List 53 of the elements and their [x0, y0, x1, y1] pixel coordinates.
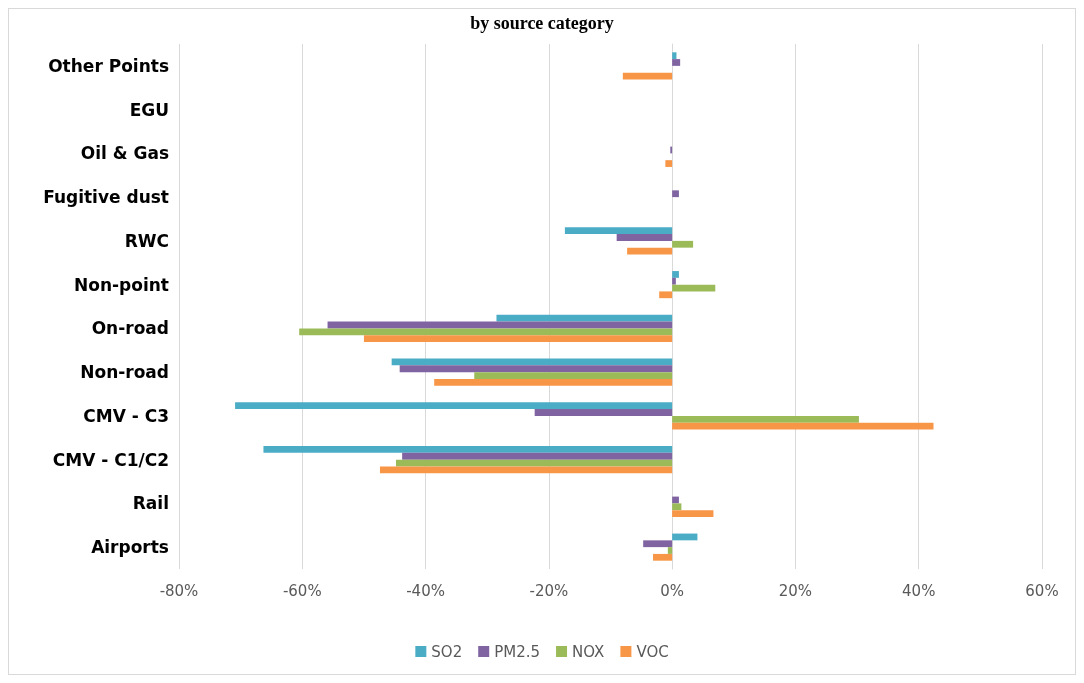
- bar: [263, 446, 673, 453]
- x-tick-label: -40%: [406, 581, 445, 600]
- y-tick-label: Non-point: [74, 274, 169, 295]
- x-tick-label: 60%: [1025, 581, 1059, 600]
- bar: [672, 190, 679, 198]
- bar: [363, 335, 673, 342]
- bar: [643, 540, 673, 548]
- y-tick-label: Airports: [91, 537, 169, 558]
- bar: [496, 314, 673, 322]
- y-tick-label: Rail: [132, 493, 169, 514]
- bar: [672, 59, 681, 66]
- x-tick-label: 40%: [902, 581, 936, 600]
- bar: [672, 277, 676, 285]
- bar: [659, 291, 673, 299]
- y-tick-label: CMV - C3: [83, 405, 169, 426]
- bar: [534, 409, 673, 416]
- bar: [672, 52, 677, 60]
- legend-label: SO2: [431, 642, 463, 661]
- y-tick-label: Other Points: [48, 55, 169, 76]
- legend-label: NOX: [572, 642, 605, 661]
- bar: [672, 240, 694, 248]
- x-tick-label: 0%: [660, 581, 685, 600]
- y-tick-label: EGU: [129, 99, 169, 120]
- y-tick-label: CMV - C1/C2: [52, 449, 169, 470]
- x-tick-label: -60%: [282, 581, 322, 600]
- bar: [672, 510, 714, 517]
- bar: [299, 328, 673, 336]
- legend-label: PM2.5: [494, 642, 541, 661]
- bar: [564, 227, 673, 235]
- bar: [399, 365, 673, 373]
- bar: [667, 547, 673, 554]
- bar: [379, 466, 673, 474]
- bar: [434, 378, 673, 386]
- y-tick-label: Fugitive dust: [43, 187, 169, 208]
- y-tick-label: Non-road: [80, 362, 169, 383]
- y-tick-label: On-road: [91, 318, 169, 339]
- bar: [402, 452, 673, 460]
- bar: [672, 496, 679, 504]
- bar: [672, 503, 682, 511]
- bar: [665, 160, 673, 167]
- bar: [474, 372, 673, 379]
- x-tick-label: -80%: [159, 581, 199, 600]
- bar: [235, 402, 673, 410]
- bar: [653, 553, 673, 561]
- x-tick-label: 20%: [778, 581, 813, 600]
- legend-label: VOC: [636, 642, 669, 661]
- y-tick-label: RWC: [124, 230, 169, 251]
- chart-title: by source category: [470, 13, 614, 33]
- bar: [616, 234, 673, 241]
- y-tick-label: Oil & Gas: [80, 143, 169, 164]
- bar: [672, 271, 679, 278]
- x-tick-label: -20%: [529, 581, 569, 600]
- bar: [672, 415, 859, 423]
